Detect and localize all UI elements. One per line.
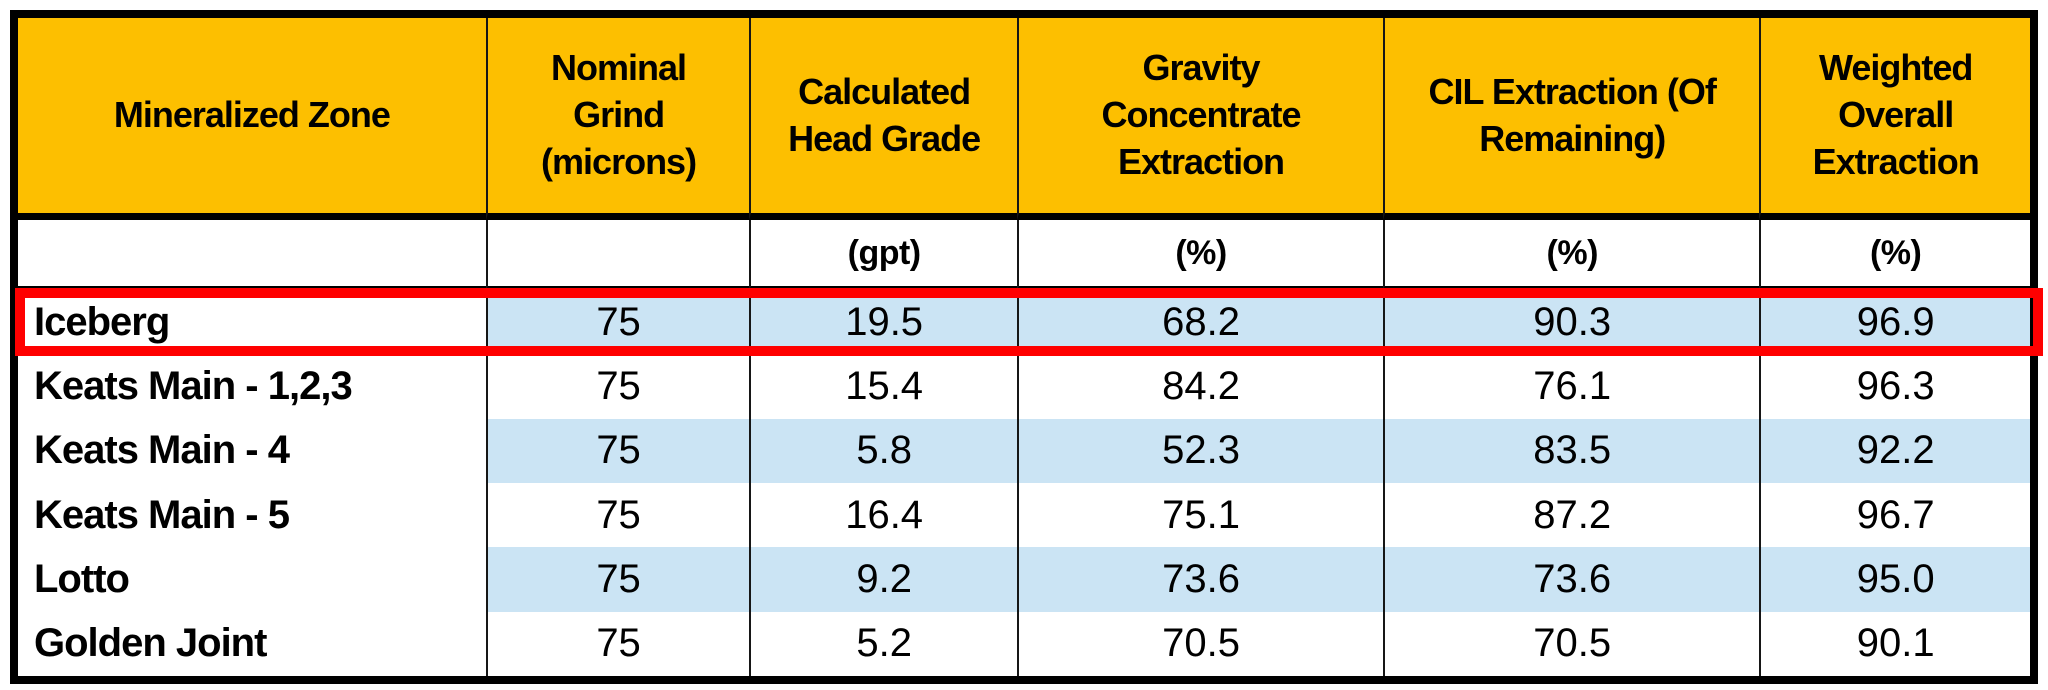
unit-cell-mineralized-zone <box>18 220 486 290</box>
value-cell: 87.2 <box>1383 483 1760 548</box>
value-cell: 90.1 <box>1759 611 2030 676</box>
value-cell: 96.7 <box>1759 483 2030 548</box>
value-cell: 5.2 <box>749 611 1017 676</box>
value-cell: 92.2 <box>1759 418 2030 483</box>
value-cell: 76.1 <box>1383 354 1760 419</box>
value-cell: 75 <box>485 418 750 483</box>
zone-cell: Keats Main - 5 <box>18 483 486 548</box>
value-cell: 90.3 <box>1383 290 1760 355</box>
value-cell: 16.4 <box>749 483 1017 548</box>
unit-cell-calculated-head-grade: (gpt) <box>749 220 1017 290</box>
zone-cell: Keats Main - 1,2,3 <box>18 354 486 419</box>
value-cell: 73.6 <box>1016 547 1384 612</box>
unit-cell-nominal-grind-microns <box>485 220 750 290</box>
value-cell: 84.2 <box>1016 354 1384 419</box>
header-cell-weighted-overall-extraction: Weighted Overall Extraction <box>1759 18 2030 220</box>
zone-cell: Iceberg <box>18 290 486 355</box>
zone-cell: Keats Main - 4 <box>18 418 486 483</box>
table-grid: Mineralized Zone Nominal Grind (microns) C… <box>18 18 2030 676</box>
value-cell: 75 <box>485 354 750 419</box>
value-cell: 73.6 <box>1383 547 1760 612</box>
value-cell: 9.2 <box>749 547 1017 612</box>
value-cell: 95.0 <box>1759 547 2030 612</box>
value-cell: 75 <box>485 547 750 612</box>
value-cell: 68.2 <box>1016 290 1384 355</box>
header-cell-cil-extraction-of-remaining: CIL Extraction (Of Remaining) <box>1383 18 1760 220</box>
unit-cell-weighted-overall-extraction: (%) <box>1759 220 2030 290</box>
header-cell-gravity-concentrate-extraction: Gravity Concentrate Extraction <box>1016 18 1384 220</box>
value-cell: 52.3 <box>1016 418 1384 483</box>
value-cell: 96.3 <box>1759 354 2030 419</box>
value-cell: 70.5 <box>1383 611 1760 676</box>
unit-cell-gravity-concentrate-extraction: (%) <box>1016 220 1384 290</box>
mineralized-zone-table: Mineralized Zone Nominal Grind (microns) C… <box>10 10 2043 684</box>
value-cell: 5.8 <box>749 418 1017 483</box>
value-cell: 75 <box>485 483 750 548</box>
zone-cell: Lotto <box>18 547 486 612</box>
value-cell: 75.1 <box>1016 483 1384 548</box>
header-cell-calculated-head-grade: Calculated Head Grade <box>749 18 1017 220</box>
value-cell: 70.5 <box>1016 611 1384 676</box>
header-cell-nominal-grind-microns: Nominal Grind (microns) <box>485 18 750 220</box>
unit-cell-cil-extraction-of-remaining: (%) <box>1383 220 1760 290</box>
value-cell: 83.5 <box>1383 418 1760 483</box>
value-cell: 19.5 <box>749 290 1017 355</box>
header-cell-mineralized-zone: Mineralized Zone <box>18 18 486 220</box>
value-cell: 75 <box>485 611 750 676</box>
zone-cell: Golden Joint <box>18 611 486 676</box>
value-cell: 96.9 <box>1759 290 2030 355</box>
value-cell: 15.4 <box>749 354 1017 419</box>
value-cell: 75 <box>485 290 750 355</box>
